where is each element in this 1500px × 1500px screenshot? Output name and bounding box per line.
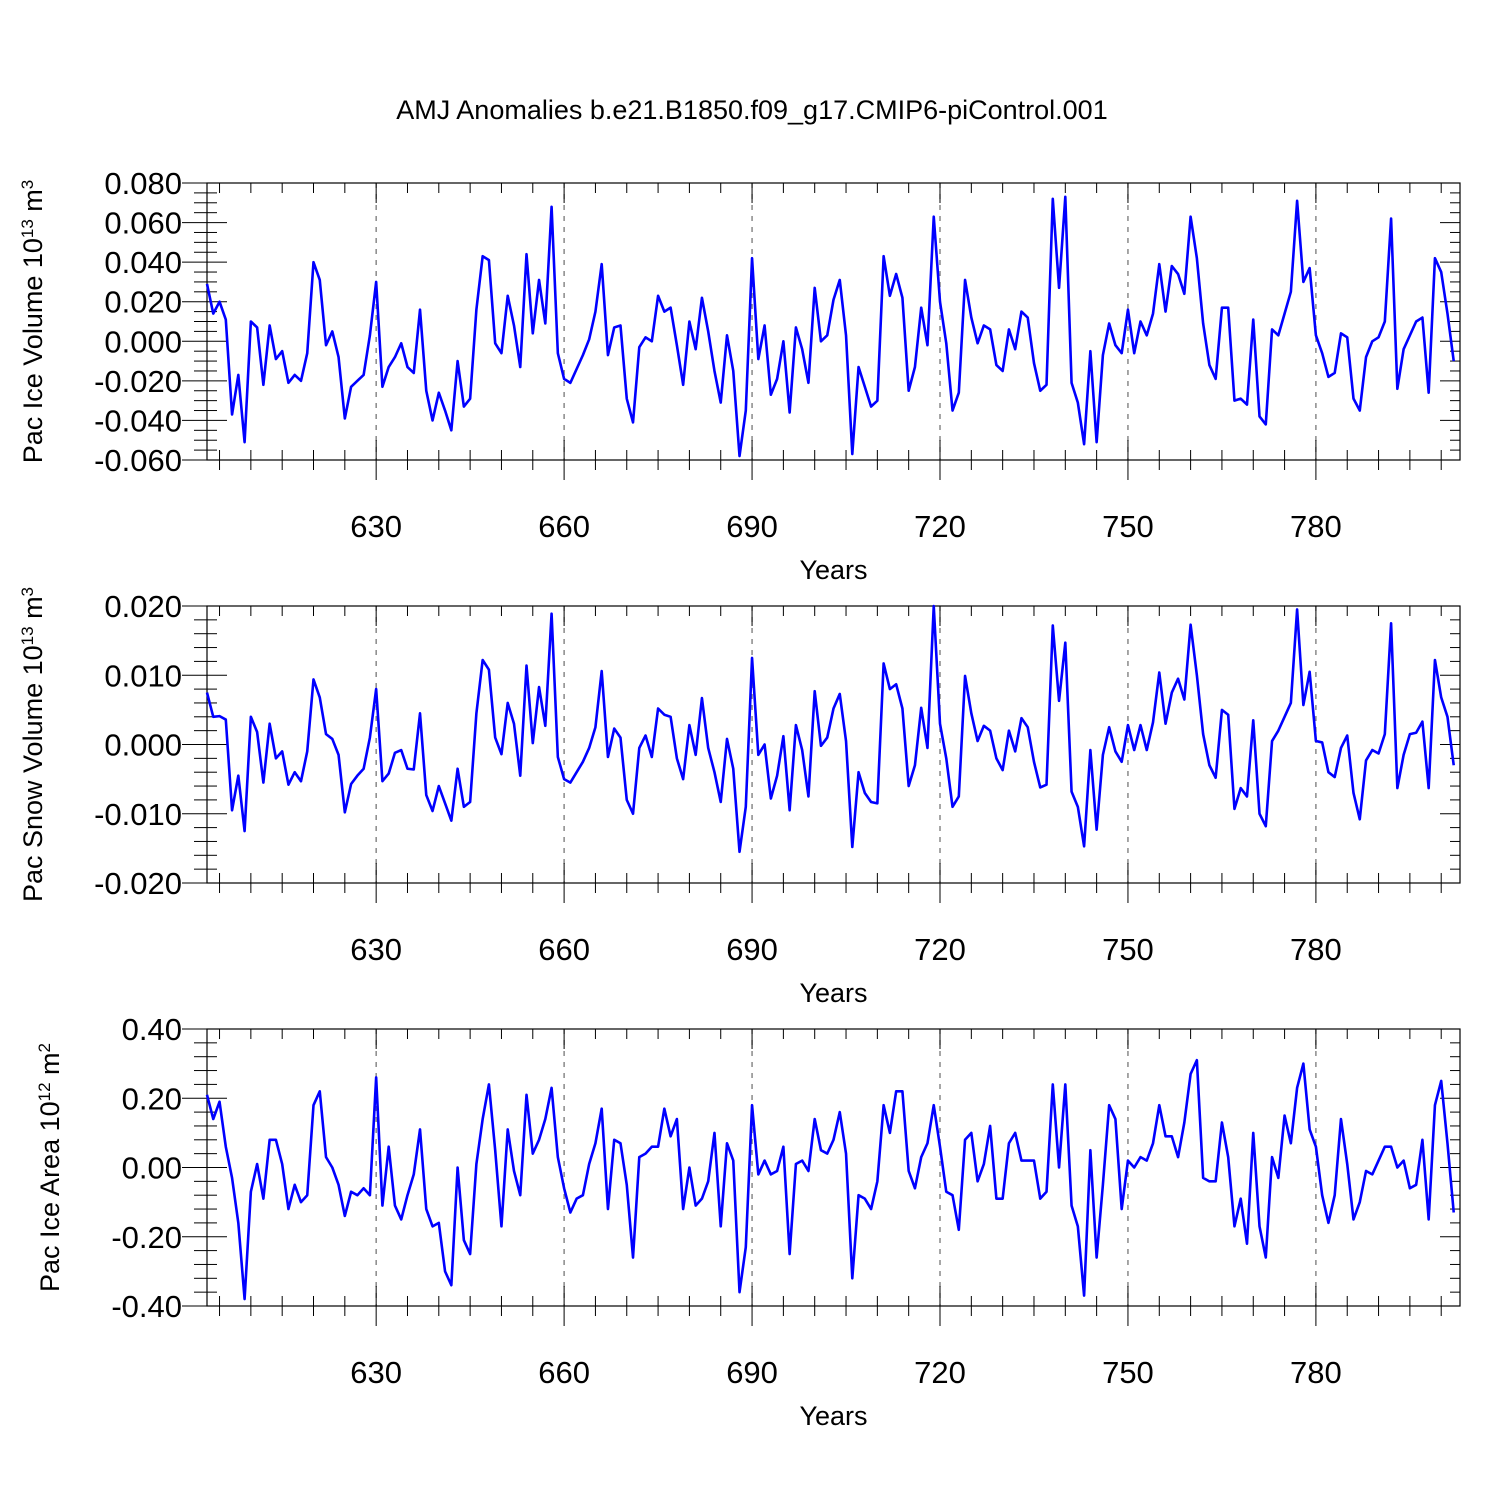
y-axis-label: Pac Ice Area 1012 m2 [35, 1043, 66, 1292]
y-tick-label: -0.020 [94, 866, 182, 901]
y-tick-label: -0.060 [94, 443, 182, 478]
x-tick-label: 720 [914, 1355, 966, 1390]
y-tick-label: 0.20 [122, 1081, 182, 1116]
series-line [205, 1058, 1456, 1301]
x-tick-label: 780 [1290, 1355, 1342, 1390]
x-tick-label: 750 [1102, 932, 1154, 967]
panel-ice-volume: 630 660 690 720 750 780 -0.060 -0.040 -0.020 0.00… [18, 166, 1461, 585]
y-tick-label: 0.010 [104, 658, 182, 693]
panel-ice-area: 630 660 690 720 750 780 -0.40 -0.20 0.00 0.20 0.40… [35, 1012, 1461, 1431]
y-axis-label-text: Pac Ice Area 10 [35, 1101, 65, 1292]
y-axis-label: Pac Ice Volume 1013 m3 [18, 180, 49, 464]
x-tick-label: 750 [1102, 1355, 1154, 1390]
y-axis-label-unit-exponent: 3 [18, 180, 37, 189]
y-axis-label-text: Pac Ice Volume 10 [18, 238, 48, 463]
y-tick-label: -0.010 [94, 797, 182, 832]
x-tick-label: 630 [350, 1355, 402, 1390]
x-axis-label: Years [799, 978, 867, 1008]
x-tick-label: 720 [914, 509, 966, 544]
y-tick-label: -0.40 [111, 1289, 182, 1324]
x-tick-label: 690 [726, 932, 778, 967]
series-line [205, 604, 1456, 854]
plot-frame [206, 605, 1461, 884]
x-tick-label: 690 [726, 509, 778, 544]
y-axis-label-text: Pac Snow Volume 10 [18, 645, 48, 902]
x-axis-label: Years [799, 1401, 867, 1431]
x-tick-label: 690 [726, 1355, 778, 1390]
y-tick-label: -0.20 [111, 1220, 182, 1255]
y-tick-label: 0.080 [104, 166, 182, 201]
x-tick-label: 780 [1290, 932, 1342, 967]
panel-snow-volume: 630 660 690 720 750 780 -0.020 -0.010 0.000 0.010… [18, 587, 1461, 1008]
y-axis-label-unit: m [18, 189, 48, 219]
y-axis-label-unit: m [35, 1052, 65, 1082]
y-tick-label: 0.040 [104, 245, 182, 280]
x-axis-label: Years [799, 555, 867, 585]
y-tick-label: 0.020 [104, 285, 182, 320]
x-tick-label: 660 [538, 1355, 590, 1390]
x-tick-label: 630 [350, 509, 402, 544]
y-tick-label: 0.40 [122, 1012, 182, 1047]
y-axis-label-exponent: 12 [35, 1082, 54, 1101]
y-axis-label-exponent: 13 [18, 626, 37, 645]
y-axis-label-unit-exponent: 3 [18, 587, 37, 596]
x-tick-label: 660 [538, 509, 590, 544]
x-tick-label: 780 [1290, 509, 1342, 544]
y-tick-label: 0.060 [104, 206, 182, 241]
x-tick-label: 750 [1102, 509, 1154, 544]
y-tick-label: 0.020 [104, 589, 182, 624]
y-tick-label: 0.000 [104, 324, 182, 359]
y-axis-label-unit: m [18, 596, 48, 626]
y-tick-label: -0.020 [94, 364, 182, 399]
x-tick-label: 660 [538, 932, 590, 967]
x-tick-label: 630 [350, 932, 402, 967]
y-axis-label-unit-exponent: 2 [35, 1043, 54, 1052]
y-tick-label: 0.000 [104, 728, 182, 763]
plot-frame [206, 182, 1461, 461]
x-tick-label: 720 [914, 932, 966, 967]
series-line [205, 195, 1456, 458]
plot-frame [206, 1028, 1461, 1307]
y-tick-label: 0.00 [122, 1151, 182, 1186]
y-axis-label: Pac Snow Volume 1013 m3 [18, 587, 49, 902]
y-tick-label: -0.040 [94, 403, 182, 438]
y-axis-label-exponent: 13 [18, 219, 37, 238]
figure-title: AMJ Anomalies b.e21.B1850.f09_g17.CMIP6-… [396, 95, 1107, 125]
